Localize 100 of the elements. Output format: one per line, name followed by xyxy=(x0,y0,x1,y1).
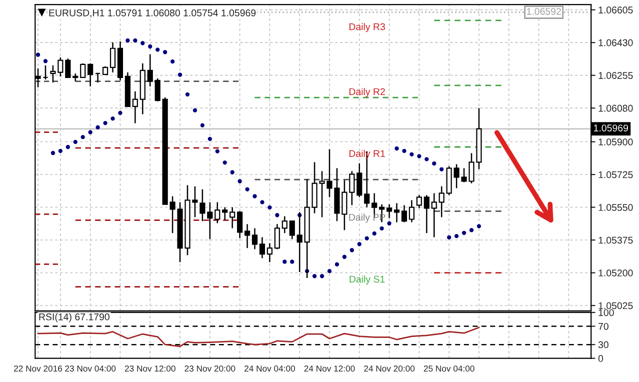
point xyxy=(80,135,85,140)
point xyxy=(320,274,324,278)
candlestick xyxy=(237,210,243,239)
point xyxy=(380,226,384,230)
chart-title: EURUSD,H1 1.05791 1.06080 1.05754 1.05969 xyxy=(49,9,256,18)
x-tick-label: 24 Nov 20:00 xyxy=(364,365,415,372)
x-tick-label: 23 Nov 20:00 xyxy=(184,365,236,372)
point xyxy=(454,234,459,238)
point xyxy=(73,140,78,144)
candlestick xyxy=(401,204,408,223)
x-tick-label: 23 Nov 12:00 xyxy=(124,365,176,372)
y-tick-label: 1.06605 xyxy=(598,6,633,14)
point xyxy=(178,72,182,77)
point xyxy=(66,144,70,150)
point xyxy=(327,269,332,274)
point xyxy=(469,228,474,232)
y-tick-label: 70 xyxy=(598,322,608,330)
candlestick xyxy=(289,220,295,240)
point xyxy=(252,194,257,198)
chart-title: RSI(14) 67.1790 xyxy=(39,313,110,322)
y-tick-label: 1.05725 xyxy=(598,171,633,178)
point xyxy=(334,262,340,266)
point xyxy=(230,170,234,174)
point xyxy=(245,187,250,192)
candlestick xyxy=(252,228,258,250)
point xyxy=(260,200,264,204)
point xyxy=(357,242,362,246)
point xyxy=(103,120,108,126)
point xyxy=(148,44,152,49)
point xyxy=(350,248,354,252)
point xyxy=(268,205,272,210)
point xyxy=(417,154,422,158)
candlestick xyxy=(65,58,71,78)
point xyxy=(402,148,406,154)
point xyxy=(88,130,92,134)
candlestick xyxy=(147,54,153,87)
point xyxy=(110,116,115,121)
point xyxy=(185,92,190,96)
candlestick xyxy=(132,90,138,124)
point xyxy=(364,236,369,240)
candlestick xyxy=(230,206,236,229)
point xyxy=(208,136,212,142)
point xyxy=(96,125,100,130)
x-tick-label: 25 Nov 04:00 xyxy=(424,365,474,372)
candlestick xyxy=(88,62,94,87)
annotation: Daily R3 xyxy=(349,23,385,32)
y-tick-label: 1.05025 xyxy=(598,302,633,310)
point xyxy=(424,157,429,162)
candlestick xyxy=(386,204,392,219)
y-tick-label: 1.05200 xyxy=(598,270,633,276)
point xyxy=(462,230,466,235)
y-tick-label: 100 xyxy=(598,309,614,316)
point xyxy=(410,152,414,156)
candlestick xyxy=(349,170,355,206)
candlestick xyxy=(282,216,288,234)
candlestick xyxy=(222,206,228,221)
candlestick xyxy=(266,242,272,263)
y-tick-label: 0 xyxy=(598,355,604,362)
x-tick-label: 22 Nov 2016 xyxy=(14,365,62,372)
y-tick-label: 30 xyxy=(598,341,608,348)
candlestick xyxy=(431,192,437,238)
candlestick xyxy=(424,194,430,234)
point xyxy=(342,254,347,259)
point xyxy=(118,110,122,116)
point xyxy=(238,179,242,184)
candlestick xyxy=(80,62,86,78)
candlestick xyxy=(274,223,280,250)
candlestick xyxy=(110,42,116,73)
annotation: Daily R2 xyxy=(349,88,385,98)
point xyxy=(156,48,160,52)
point xyxy=(312,274,317,278)
point xyxy=(372,231,376,236)
point xyxy=(394,146,399,151)
y-tick-label: 1.06430 xyxy=(598,39,633,46)
point xyxy=(275,213,280,218)
candlestick xyxy=(214,202,220,224)
candlestick xyxy=(394,202,400,223)
point xyxy=(440,167,444,172)
point xyxy=(58,148,63,154)
x-tick-label: 24 Nov 12:00 xyxy=(304,365,355,372)
y-tick-label: 1.05550 xyxy=(598,204,633,211)
point xyxy=(126,38,130,43)
candlestick xyxy=(244,223,250,249)
candlestick xyxy=(408,200,414,223)
y-tick-label: 1.05375 xyxy=(598,236,633,244)
point xyxy=(222,160,227,165)
candlestick xyxy=(207,202,213,240)
line-series xyxy=(37,326,480,348)
point xyxy=(170,59,175,64)
point xyxy=(282,260,287,264)
ref-line-label: 1.06592 xyxy=(526,8,561,15)
y-tick-label: 1.06080 xyxy=(598,104,633,112)
point xyxy=(192,108,198,112)
point xyxy=(215,149,220,154)
point xyxy=(162,50,168,54)
y-tick-label: 1.06255 xyxy=(598,72,633,79)
point xyxy=(476,224,482,228)
x-tick-label: 24 Nov 04:00 xyxy=(244,365,295,372)
point xyxy=(200,123,205,128)
candlestick xyxy=(438,186,444,218)
